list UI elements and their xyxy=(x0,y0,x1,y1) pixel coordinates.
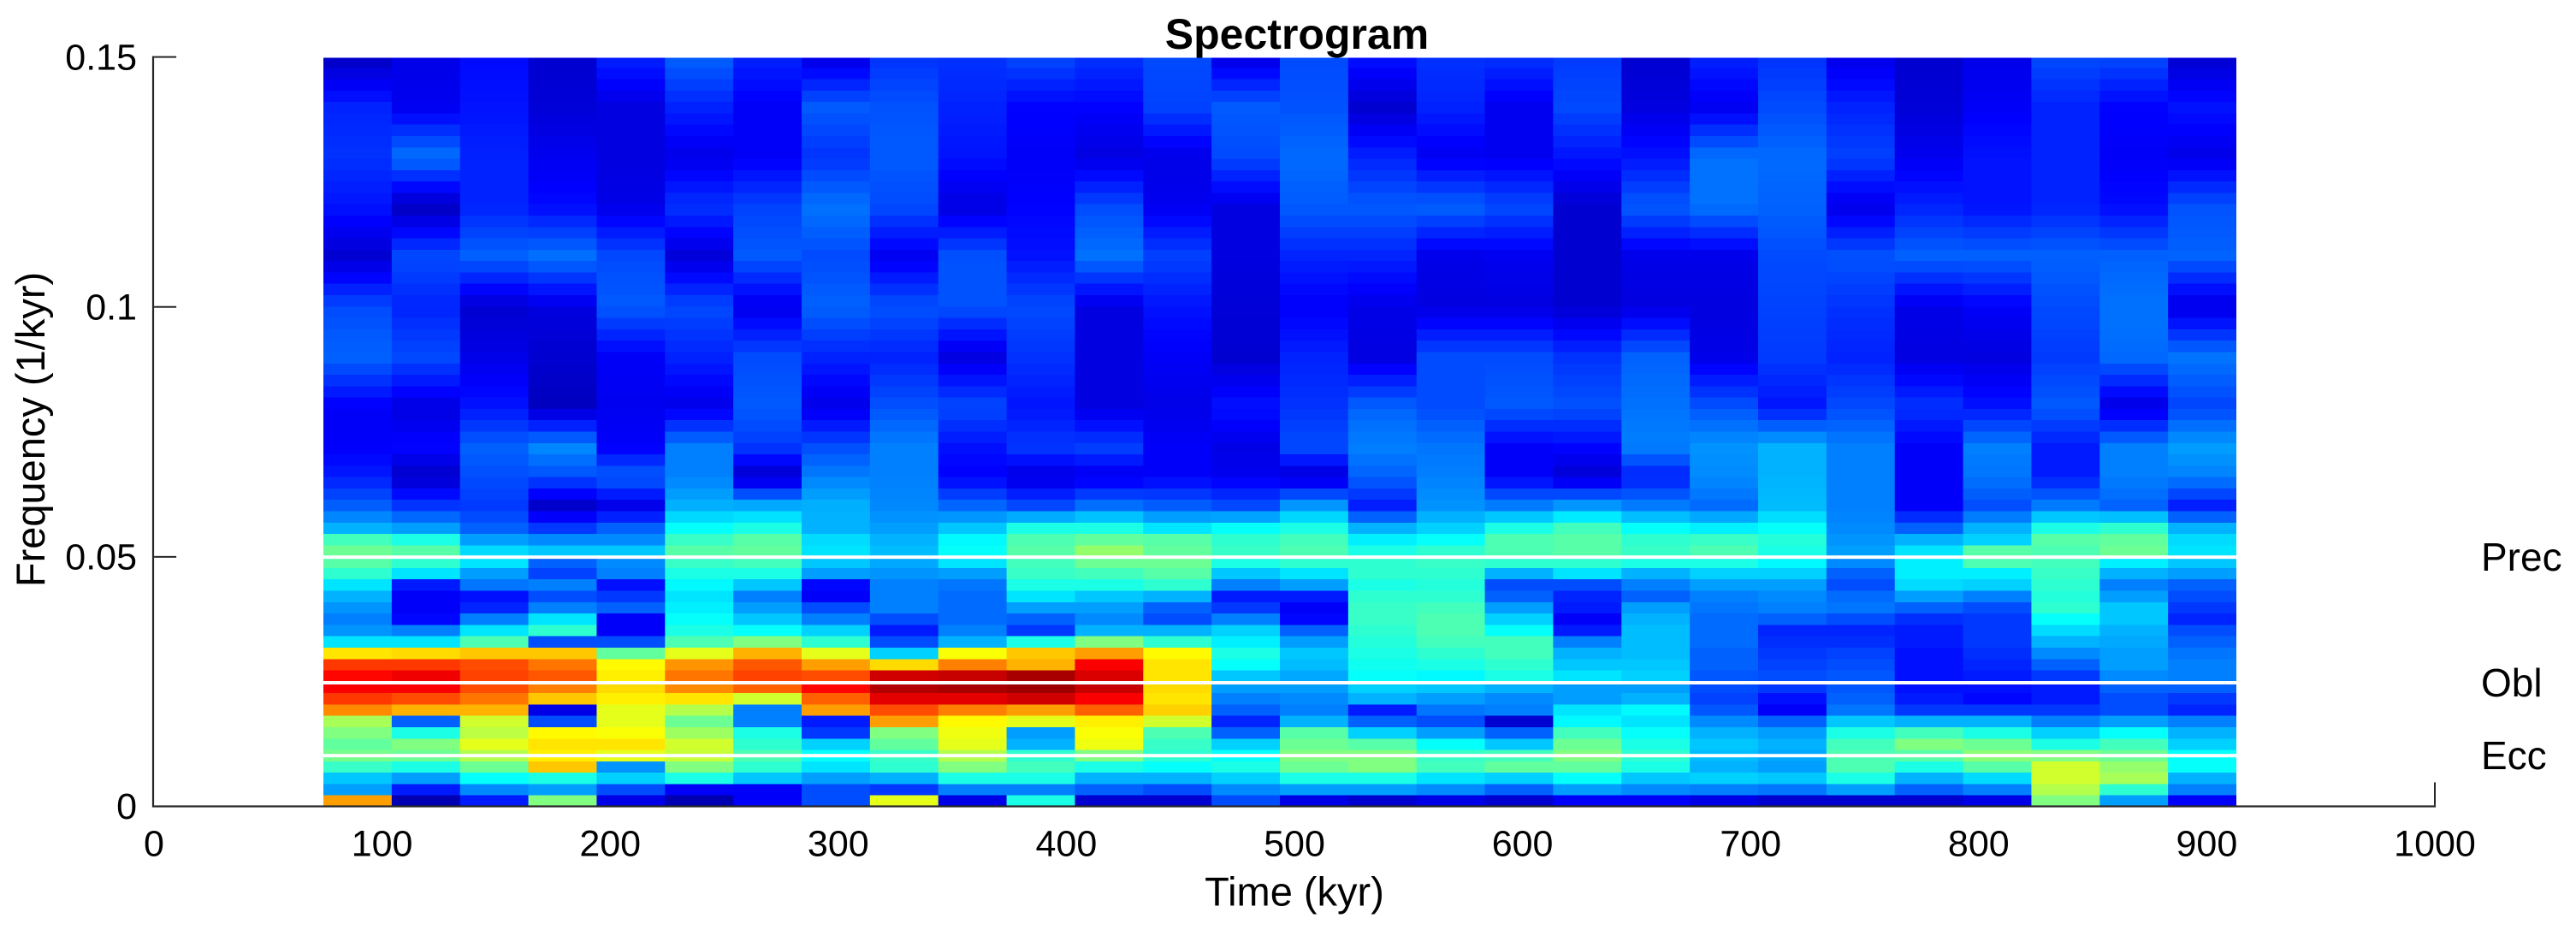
svg-text:Obl: Obl xyxy=(2481,660,2543,705)
svg-text:400: 400 xyxy=(1036,824,1098,865)
svg-text:0: 0 xyxy=(116,786,137,827)
svg-text:700: 700 xyxy=(1720,824,1781,865)
svg-text:600: 600 xyxy=(1492,824,1554,865)
svg-text:0: 0 xyxy=(144,824,164,865)
svg-text:500: 500 xyxy=(1264,824,1325,865)
svg-text:Frequency (1/kyr): Frequency (1/kyr) xyxy=(8,272,53,587)
svg-text:300: 300 xyxy=(808,824,869,865)
svg-text:Ecc: Ecc xyxy=(2481,733,2547,778)
svg-text:Time (kyr): Time (kyr) xyxy=(1205,869,1384,915)
svg-text:0.15: 0.15 xyxy=(65,37,137,78)
svg-text:800: 800 xyxy=(1948,824,2010,865)
svg-text:Prec: Prec xyxy=(2481,535,2562,579)
svg-text:200: 200 xyxy=(579,824,641,865)
svg-text:100: 100 xyxy=(352,824,413,865)
svg-text:900: 900 xyxy=(2176,824,2238,865)
svg-text:Spectrogram: Spectrogram xyxy=(1165,10,1429,58)
svg-text:1000: 1000 xyxy=(2394,824,2476,865)
svg-text:0.1: 0.1 xyxy=(86,287,137,329)
svg-text:0.05: 0.05 xyxy=(65,537,137,578)
